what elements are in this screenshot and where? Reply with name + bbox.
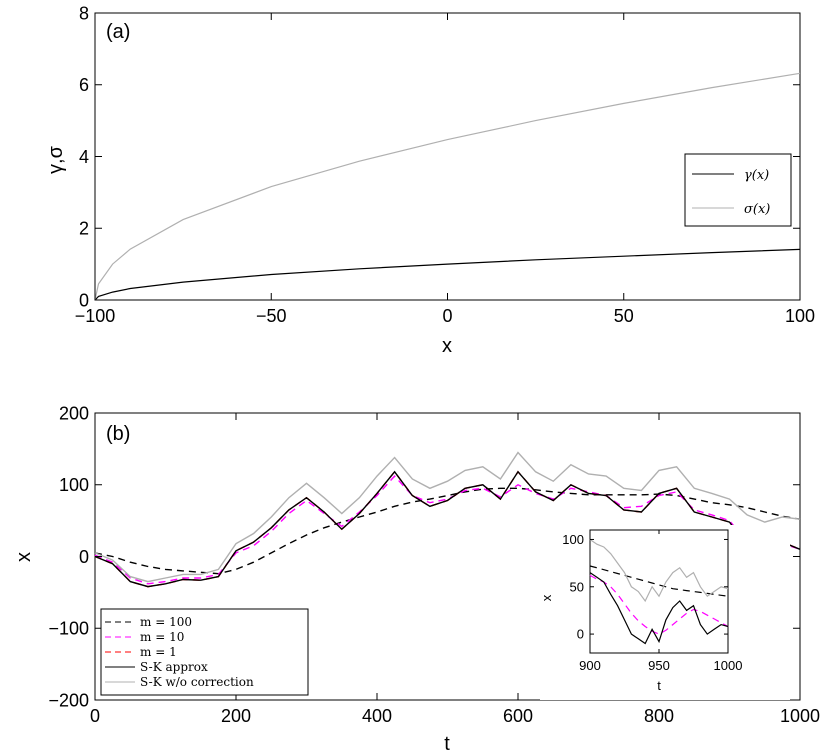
panel-b-series-4 (94, 451, 801, 583)
panel-a-xtick-label: 0 (442, 306, 452, 326)
legend-label-m100: m = 100 (140, 615, 192, 629)
panel-a-ytick-label: 2 (79, 219, 89, 239)
inset-series-3 (589, 539, 729, 603)
panel-b-legend-box (100, 608, 309, 696)
panel-b-ylabel: x (13, 552, 35, 562)
inset-xlabel: t (657, 678, 661, 693)
panel-b-xtick-label: 400 (362, 706, 392, 726)
inset-axes-frame (589, 529, 729, 654)
panel-a-xtick-label: 100 (785, 306, 815, 326)
legend-label-m10: m = 10 (140, 630, 184, 644)
inset-ytick-label: 0 (577, 627, 584, 642)
panel-b-xtick-label: 1000 (780, 706, 820, 726)
legend-label-m1: m = 1 (140, 645, 177, 659)
panel-b-xtick-label: 800 (644, 706, 674, 726)
inset-xtick-label: 1000 (714, 658, 743, 673)
panel-a-ytick-label: 0 (79, 290, 89, 310)
panel-a-axes-frame (94, 12, 801, 301)
panel-a-xtick-label: −50 (256, 306, 287, 326)
inset-x-ticks: 900 950 1000 (579, 530, 742, 673)
inset-series-1 (589, 574, 729, 635)
panel-a-legend-box (684, 153, 792, 227)
panel-a-x-ticks: −100 −50 0 50 100 (75, 13, 815, 326)
panel-a-series (94, 72, 801, 301)
panel-a-y-ticks: 0 2 4 6 8 (79, 3, 800, 310)
legend-label-sigma: σ(x) (744, 202, 770, 217)
inset-xtick-label: 950 (648, 658, 670, 673)
legend-label-sk-nocorr: S-K w/o correction (140, 675, 254, 689)
panel-b-series-1 (94, 475, 801, 585)
panel-a-xtick-label: 50 (614, 306, 634, 326)
panel-b-ytick-label: −200 (48, 690, 89, 710)
legend-label-gamma: γ(x) (744, 168, 769, 183)
inset-series-2 (589, 572, 729, 645)
panel-a-xlabel: x (442, 335, 452, 357)
panel-a-legend: γ(x) σ(x) (684, 153, 792, 227)
panel-a-ylabel: γ,σ (45, 145, 67, 174)
panel-b-series (94, 451, 801, 588)
panel-a-xtick-label: −100 (75, 306, 116, 326)
panel-a-ytick-label: 6 (79, 75, 89, 95)
inset-chart: 900 950 1000 0 50 100 t x (539, 525, 790, 700)
inset-ylabel: x (539, 594, 554, 601)
panel-b-ytick-label: 200 (59, 403, 89, 423)
panel-b-ytick-label: 0 (79, 547, 89, 567)
panel-a-label: (a) (106, 21, 130, 43)
panel-a: −100 −50 0 50 100 0 2 4 6 8 (a) x γ,σ γ(x) σ(x) (45, 3, 815, 357)
panel-b-legend: m = 100 m = 10 m = 1 S-K approx S-K w/o … (100, 608, 309, 696)
inset-y-ticks: 0 50 100 (562, 532, 728, 642)
panel-a-ytick-label: 8 (79, 3, 89, 23)
panel-b-y-ticks: −200 −100 0 100 200 (48, 403, 800, 710)
legend-label-sk: S-K approx (140, 660, 208, 674)
panel-b-ytick-label: 100 (59, 475, 89, 495)
inset-series (589, 539, 729, 645)
panel-a-ytick-label: 4 (79, 147, 89, 167)
panel-b-x-ticks: 0 200 400 600 800 1000 (90, 413, 820, 726)
panel-b-ytick-label: −100 (48, 619, 89, 639)
inset-ytick-label: 50 (570, 579, 584, 594)
panel-b-label: (b) (106, 423, 130, 445)
panel-b-xtick-label: 0 (90, 706, 100, 726)
panel-b-xtick-label: 600 (503, 706, 533, 726)
panel-b-xlabel: t (444, 733, 450, 754)
panel-a-series-0 (94, 248, 801, 301)
panel-a-series-1 (94, 72, 801, 301)
inset-ytick-label: 100 (562, 532, 584, 547)
panel-b-xtick-label: 200 (221, 706, 251, 726)
panel-b-series-3 (94, 470, 801, 588)
inset-xtick-label: 900 (579, 658, 601, 673)
